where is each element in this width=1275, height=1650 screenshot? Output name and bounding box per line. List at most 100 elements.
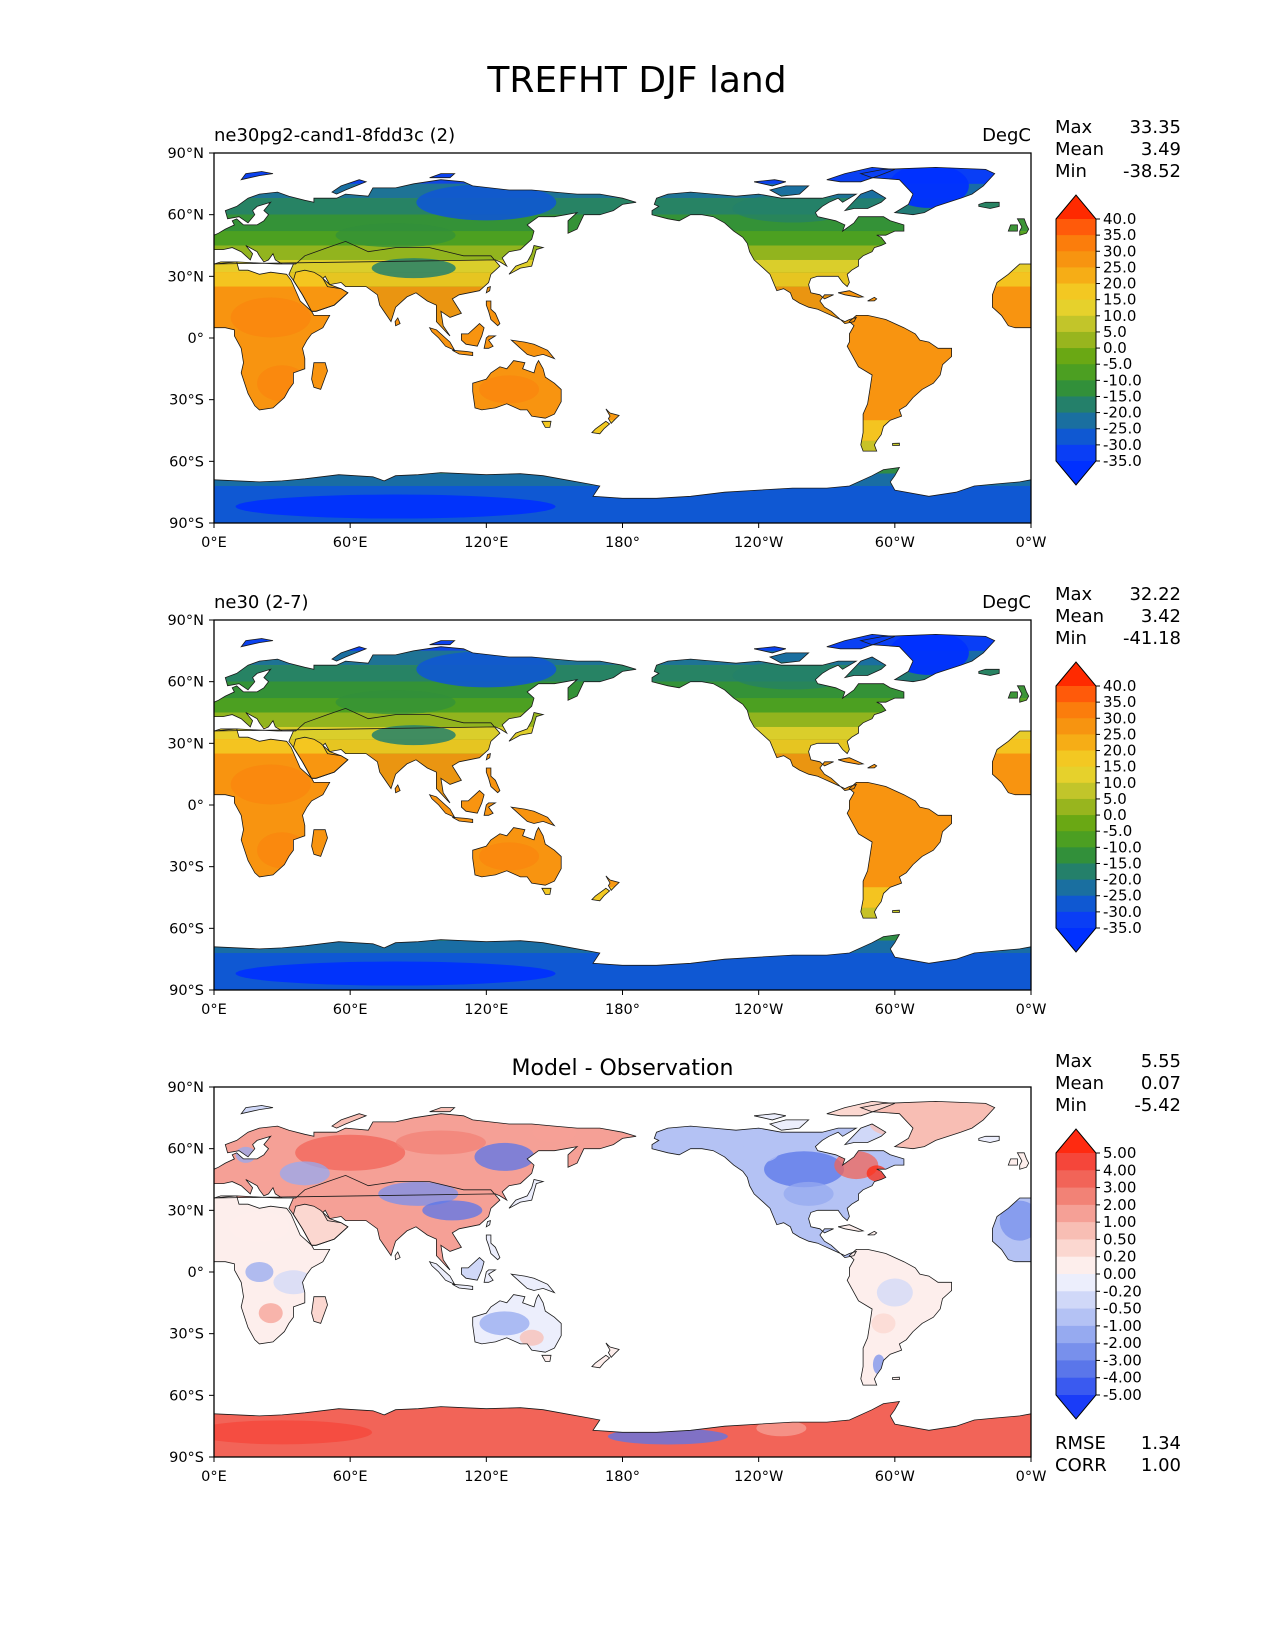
colorbar-tick-label: -30.0 (1103, 903, 1142, 921)
y-tick-label: 90°N (167, 1080, 204, 1096)
colorbar-segment (1056, 364, 1096, 381)
colorbar-tick-label: -15.0 (1103, 854, 1142, 872)
colorbar-segment (1056, 911, 1096, 929)
map-area (214, 153, 1031, 523)
y-tick-label: 30°N (167, 736, 204, 752)
x-tick-label: 120°E (464, 1469, 508, 1485)
colorbar-segment (1056, 396, 1096, 414)
colorbar-segment (1056, 1291, 1096, 1310)
stat-label: Mean (1055, 1073, 1104, 1094)
colorbar-segment (1056, 1239, 1096, 1258)
colorbar-tick-label: 0.0 (1103, 806, 1127, 824)
land-antarctica (214, 1401, 1031, 1457)
colorbar-tick-label: 0.50 (1103, 1230, 1136, 1248)
colorbar-tick-label: -0.50 (1103, 1300, 1142, 1318)
colorbar-tick-label: 35.0 (1103, 693, 1136, 711)
colorbar-segment (1056, 702, 1096, 719)
stat-value: 3.49 (1141, 139, 1181, 160)
land-severnaya (429, 1107, 455, 1112)
colorbar-tick-label: 0.00 (1103, 1265, 1136, 1283)
colorbar-segment (1056, 1153, 1096, 1171)
panels-container: 0°E 60°E 120°E 180° 120°W 60°W 0°W 90°N 60°N 30°N… (167, 117, 1181, 1485)
colorbar-segment (1056, 895, 1096, 913)
figure-title: TREFHT DJF land (486, 60, 786, 101)
stat-label: Max (1055, 584, 1093, 605)
stat-value: -38.52 (1123, 161, 1181, 182)
x-tick-label: 60°E (333, 1002, 368, 1018)
colorbar-segment (1056, 380, 1096, 397)
colorbar-segment (1056, 444, 1096, 462)
x-tick-label: 180° (605, 1002, 640, 1018)
x-tick-label: 60°E (333, 1469, 368, 1485)
colorbar-segment (1056, 251, 1096, 268)
colorbar-segment (1056, 299, 1096, 317)
rmse-label: RMSE (1055, 1433, 1106, 1454)
x-tick-label: 0°E (201, 535, 227, 551)
colorbar-over-extend (1056, 1129, 1096, 1153)
colorbar-segment (1056, 348, 1096, 365)
coastlines (214, 633, 1031, 966)
y-tick-label: 60°S (169, 921, 204, 937)
land-ukgb (1017, 1152, 1029, 1170)
colorbar-over-extend (1056, 195, 1096, 219)
stat-value: -41.18 (1123, 628, 1181, 649)
colorbar-tick-label: 10.0 (1103, 774, 1136, 792)
colorbar-tick-label: 15.0 (1103, 758, 1136, 776)
colorbar-segment (1056, 412, 1096, 430)
stat-label: Min (1055, 161, 1087, 182)
land-southAmerica (847, 1249, 952, 1386)
colorbar-tick-label: 0.20 (1103, 1248, 1136, 1266)
corr-label: CORR (1055, 1455, 1107, 1476)
panel-difference: 0°E 60°E 120°E 180° 120°W 60°W 0°W 90°N 60°N 30°N… (167, 1051, 1181, 1485)
x-tick-label: 0°W (1016, 535, 1047, 551)
x-tick-label: 120°E (464, 1002, 508, 1018)
map-area (214, 620, 1031, 990)
stat-value: -5.42 (1134, 1095, 1181, 1116)
panel-units: DegC (982, 125, 1031, 146)
stat-value: 3.42 (1141, 606, 1181, 627)
x-tick-label: 120°W (734, 1469, 783, 1485)
colorbar-tick-label: 10.0 (1103, 307, 1136, 325)
colorbar-segment (1056, 815, 1096, 832)
colorbar-segment (1056, 863, 1096, 881)
coastlines (214, 1100, 1031, 1433)
colorbar-segment (1056, 1274, 1096, 1292)
colorbar-tick-label: -20.0 (1103, 404, 1142, 422)
panel-units: DegC (982, 592, 1031, 613)
colorbar-tick-label: 30.0 (1103, 709, 1136, 727)
land-ellesmere (826, 1101, 895, 1116)
y-tick-label: 60°N (167, 675, 204, 691)
colorbar-tick-label: -5.0 (1103, 355, 1132, 373)
y-tick-label: 90°S (169, 516, 204, 532)
land-newGuinea (511, 1274, 555, 1293)
land-sumatra (429, 1261, 455, 1285)
y-tick-label: 60°S (169, 454, 204, 470)
y-tick-label: 60°N (167, 208, 204, 224)
colorbar-tick-label: -0.20 (1103, 1282, 1142, 1300)
land-arabia (293, 1204, 348, 1246)
colorbar: 40.035.030.025.020.015.010.05.00.0-5.0-1… (1055, 661, 1142, 953)
colorbar-tick-label: -10.0 (1103, 838, 1142, 856)
colorbar-segment (1056, 1325, 1096, 1344)
stat-value: 0.07 (1141, 1073, 1181, 1094)
colorbar-segment (1056, 1222, 1096, 1240)
land-japan (509, 1179, 544, 1209)
colorbar-tick-label: 4.00 (1103, 1161, 1136, 1179)
land-borneo (461, 1257, 485, 1281)
stat-value: 32.22 (1129, 584, 1181, 605)
colorbar-segment (1056, 831, 1096, 848)
colorbar-segment (1056, 766, 1096, 784)
colorbar-tick-label: 5.00 (1103, 1144, 1136, 1162)
y-tick-label: 30°S (169, 1327, 204, 1343)
colorbar-tick-label: -30.0 (1103, 436, 1142, 454)
y-tick-label: 60°N (167, 1142, 204, 1158)
y-tick-label: 90°N (167, 146, 204, 162)
colorbar-tick-label: -25.0 (1103, 420, 1142, 438)
colorbar-tick-label: 40.0 (1103, 210, 1136, 228)
colorbar: 5.004.003.002.001.000.500.200.00-0.20-0.… (1055, 1128, 1142, 1420)
land-gradient-bands (214, 1112, 1031, 1445)
y-tick-label: 90°N (167, 613, 204, 629)
colorbar-tick-label: 35.0 (1103, 226, 1136, 244)
colorbar-segment (1056, 1377, 1096, 1396)
